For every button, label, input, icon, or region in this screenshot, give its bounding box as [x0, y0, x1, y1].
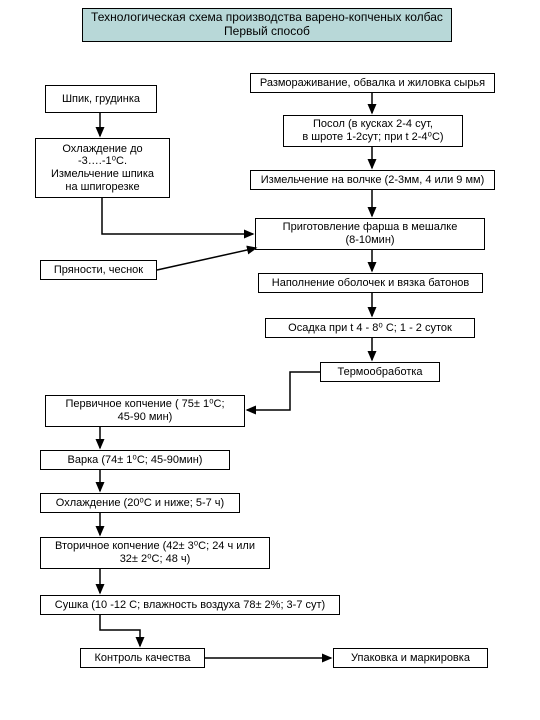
node-termo: Термообработка: [320, 362, 440, 382]
text-napoln: Наполнение оболочек и вязка батонов: [272, 277, 469, 290]
text-upak: Упаковка и маркировка: [351, 652, 470, 665]
text-vtor1: Вторичное копчение (42± 3⁰С; 24 ч или: [55, 540, 255, 552]
text-shpik: Шпик, грудинка: [62, 93, 140, 106]
node-osadka: Осадка при t 4 - 8⁰ С; 1 - 2 суток: [265, 318, 475, 338]
node-pryan: Пряности, чеснок: [40, 260, 157, 280]
text-kontrol: Контроль качества: [95, 652, 191, 665]
node-ohl2: Охлаждение (20⁰С и ниже; 5-7 ч): [40, 493, 240, 513]
text-perv2: 45-90 мин): [118, 411, 173, 423]
text-pryan: Пряности, чеснок: [54, 264, 143, 277]
title-line1: Технологическая схема производства варен…: [91, 10, 443, 24]
text-osadka: Осадка при t 4 - 8⁰ С; 1 - 2 суток: [288, 322, 452, 335]
text-termo: Термообработка: [337, 366, 422, 379]
text-ohl2: -3….-1⁰С.: [78, 155, 127, 167]
node-izmel: Измельчение на волчке (2-3мм, 4 или 9 мм…: [250, 170, 495, 190]
node-napoln: Наполнение оболочек и вязка батонов: [258, 273, 483, 293]
text-sushka: Сушка (10 -12 С; влажность воздуха 78± 2…: [55, 599, 325, 612]
text-razmor: Размораживание, обвалка и жиловка сырья: [260, 77, 485, 90]
node-ohlazh: Охлаждение до -3….-1⁰С. Измельчение шпик…: [35, 138, 170, 198]
text-varka: Варка (74± 1⁰С; 45-90мин): [68, 454, 203, 467]
text-ohl3: Измельчение шпика: [51, 168, 154, 180]
text-ohl4: на шпигорезке: [65, 181, 139, 193]
title-line2: Первый способ: [224, 24, 310, 38]
text-farsh2: (8-10мин): [345, 234, 394, 246]
text-vtor2: 32± 2⁰С; 48 ч): [120, 553, 191, 565]
node-farsh: Приготовление фарша в мешалке (8-10мин): [255, 218, 485, 250]
node-posol: Посол (в кусках 2-4 сут, в шроте 1-2сут;…: [283, 115, 463, 147]
node-vtor: Вторичное копчение (42± 3⁰С; 24 ч или 32…: [40, 537, 270, 569]
text-ohl1: Охлаждение до: [62, 143, 142, 155]
text-ohl2b: Охлаждение (20⁰С и ниже; 5-7 ч): [56, 497, 224, 510]
node-kontrol: Контроль качества: [80, 648, 205, 668]
title-box: Технологическая схема производства варен…: [82, 8, 452, 42]
text-farsh1: Приготовление фарша в мешалке: [283, 221, 458, 233]
text-posol2: в шроте 1-2сут; при t 2-4⁰С): [302, 131, 443, 143]
node-sushka: Сушка (10 -12 С; влажность воздуха 78± 2…: [40, 595, 340, 615]
node-shpik: Шпик, грудинка: [45, 85, 157, 113]
node-upak: Упаковка и маркировка: [333, 648, 488, 668]
text-izmel: Измельчение на волчке (2-3мм, 4 или 9 мм…: [261, 174, 484, 187]
text-perv1: Первичное копчение ( 75± 1⁰С;: [65, 398, 224, 410]
text-posol1: Посол (в кусках 2-4 сут,: [313, 118, 433, 130]
node-varka: Варка (74± 1⁰С; 45-90мин): [40, 450, 230, 470]
node-perv: Первичное копчение ( 75± 1⁰С; 45-90 мин): [45, 395, 245, 427]
node-razmor: Размораживание, обвалка и жиловка сырья: [250, 73, 495, 93]
